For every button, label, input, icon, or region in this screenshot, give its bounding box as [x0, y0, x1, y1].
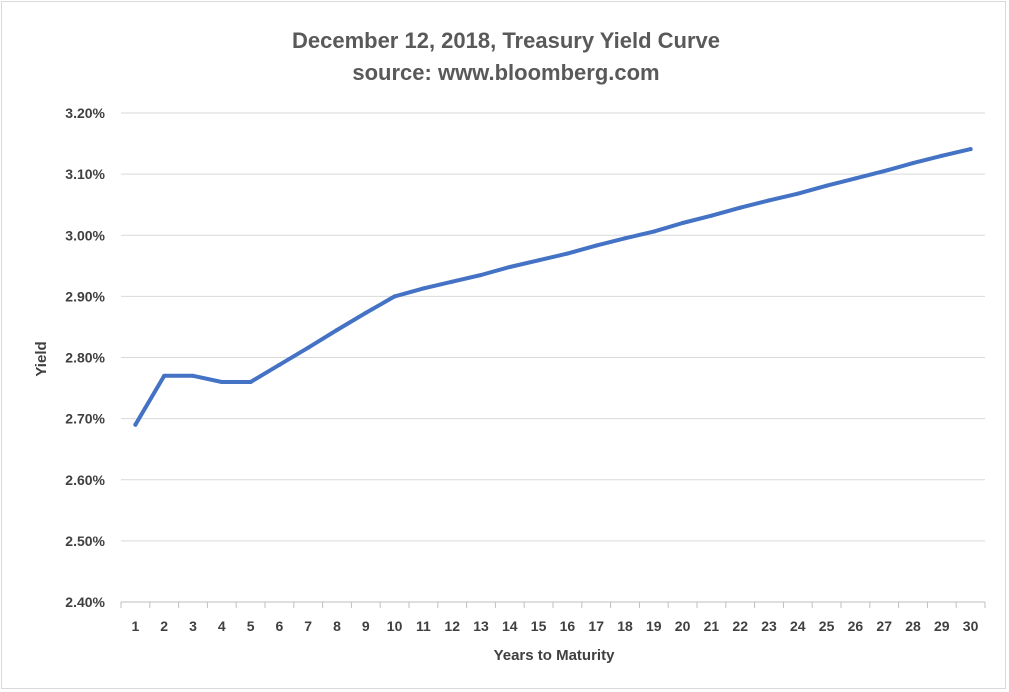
x-tick-label: 11 [416, 618, 431, 634]
y-tick-label: 3.20% [65, 105, 105, 121]
series-layer [133, 147, 973, 427]
data-point [421, 286, 426, 291]
chart-title: December 12, 2018, Treasury Yield Curve [292, 28, 720, 53]
x-tick-label: 30 [963, 618, 979, 634]
data-point [939, 153, 944, 158]
data-point [795, 191, 800, 196]
x-tick-label: 6 [276, 618, 284, 634]
y-tick-label: 3.00% [65, 227, 105, 243]
data-point [479, 272, 483, 277]
x-tick-label: 19 [646, 618, 662, 634]
x-tick-label: 17 [588, 618, 604, 634]
x-tick-label: 8 [333, 618, 341, 634]
x-tick-label: 2 [160, 618, 168, 634]
data-point [219, 379, 224, 384]
data-point [911, 161, 915, 166]
data-point [623, 236, 627, 241]
x-tick-label: 12 [444, 618, 460, 634]
x-tick-label: 25 [819, 618, 835, 634]
x-tick-label: 10 [387, 618, 403, 634]
data-point [133, 422, 138, 427]
x-tick-label: 22 [732, 618, 748, 634]
data-point [651, 229, 656, 234]
data-point [565, 251, 570, 256]
data-point [306, 345, 311, 350]
gridlines [121, 112, 985, 542]
x-tick-label: 29 [934, 618, 950, 634]
x-tick-label: 5 [247, 618, 255, 634]
data-point [536, 258, 541, 263]
data-point [363, 310, 368, 315]
x-tick-label: 16 [560, 618, 576, 634]
y-tick-label: 2.70% [65, 411, 105, 427]
x-tick-labels: 1 2 3 4 5 6 7 8 9 10 11 12 13 14 15 16 17 18 19 20 21 22 23 24 2… [132, 618, 979, 634]
x-tick-label: 26 [848, 618, 864, 634]
data-point [709, 213, 714, 218]
y-tick-label: 2.80% [65, 350, 105, 366]
y-tick-label: 2.60% [65, 472, 105, 488]
x-tick-label: 3 [189, 618, 197, 634]
data-point [594, 243, 599, 248]
data-point [853, 176, 858, 181]
data-point [162, 373, 167, 378]
data-point [392, 294, 397, 299]
x-tick-label: 27 [876, 618, 892, 634]
data-point [738, 205, 743, 210]
data-point [680, 221, 685, 226]
data-point [882, 169, 887, 174]
x-tick-label: 21 [704, 618, 720, 634]
x-tick-label: 14 [502, 618, 518, 634]
x-tick-label: 1 [132, 618, 140, 634]
series-line [133, 147, 973, 427]
x-axis [120, 601, 986, 608]
x-tick-label: 9 [362, 618, 370, 634]
x-tick-label: 20 [675, 618, 691, 634]
x-tick-label: 4 [218, 618, 226, 634]
y-axis: 2.40% 2.50% 2.60% 2.70% 2.80% 2.90% 3.00% 3.10%… [65, 105, 105, 610]
data-point [824, 183, 829, 188]
data-point [450, 279, 455, 284]
data-point [968, 147, 973, 152]
data-point [335, 327, 339, 332]
data-point [248, 379, 253, 384]
y-tick-label: 2.50% [65, 533, 105, 549]
data-point [277, 362, 282, 367]
data-point [767, 198, 771, 203]
x-tick-label: 18 [617, 618, 633, 634]
y-tick-label: 2.40% [65, 594, 105, 610]
data-point [507, 265, 512, 270]
x-tick-label: 13 [473, 618, 489, 634]
x-tick-label: 7 [304, 618, 312, 634]
y-tick-label: 3.10% [65, 166, 105, 182]
x-tick-label: 23 [761, 618, 777, 634]
y-tick-label: 2.90% [65, 288, 105, 304]
chart-subtitle: source: www.bloomberg.com [352, 60, 659, 85]
y-axis-label: Yield [33, 341, 50, 376]
x-tick-label: 28 [905, 618, 921, 634]
data-point [191, 373, 195, 378]
x-tick-label: 24 [790, 618, 806, 634]
x-tick-label: 15 [531, 618, 547, 634]
x-axis-label: Years to Maturity [494, 647, 616, 664]
